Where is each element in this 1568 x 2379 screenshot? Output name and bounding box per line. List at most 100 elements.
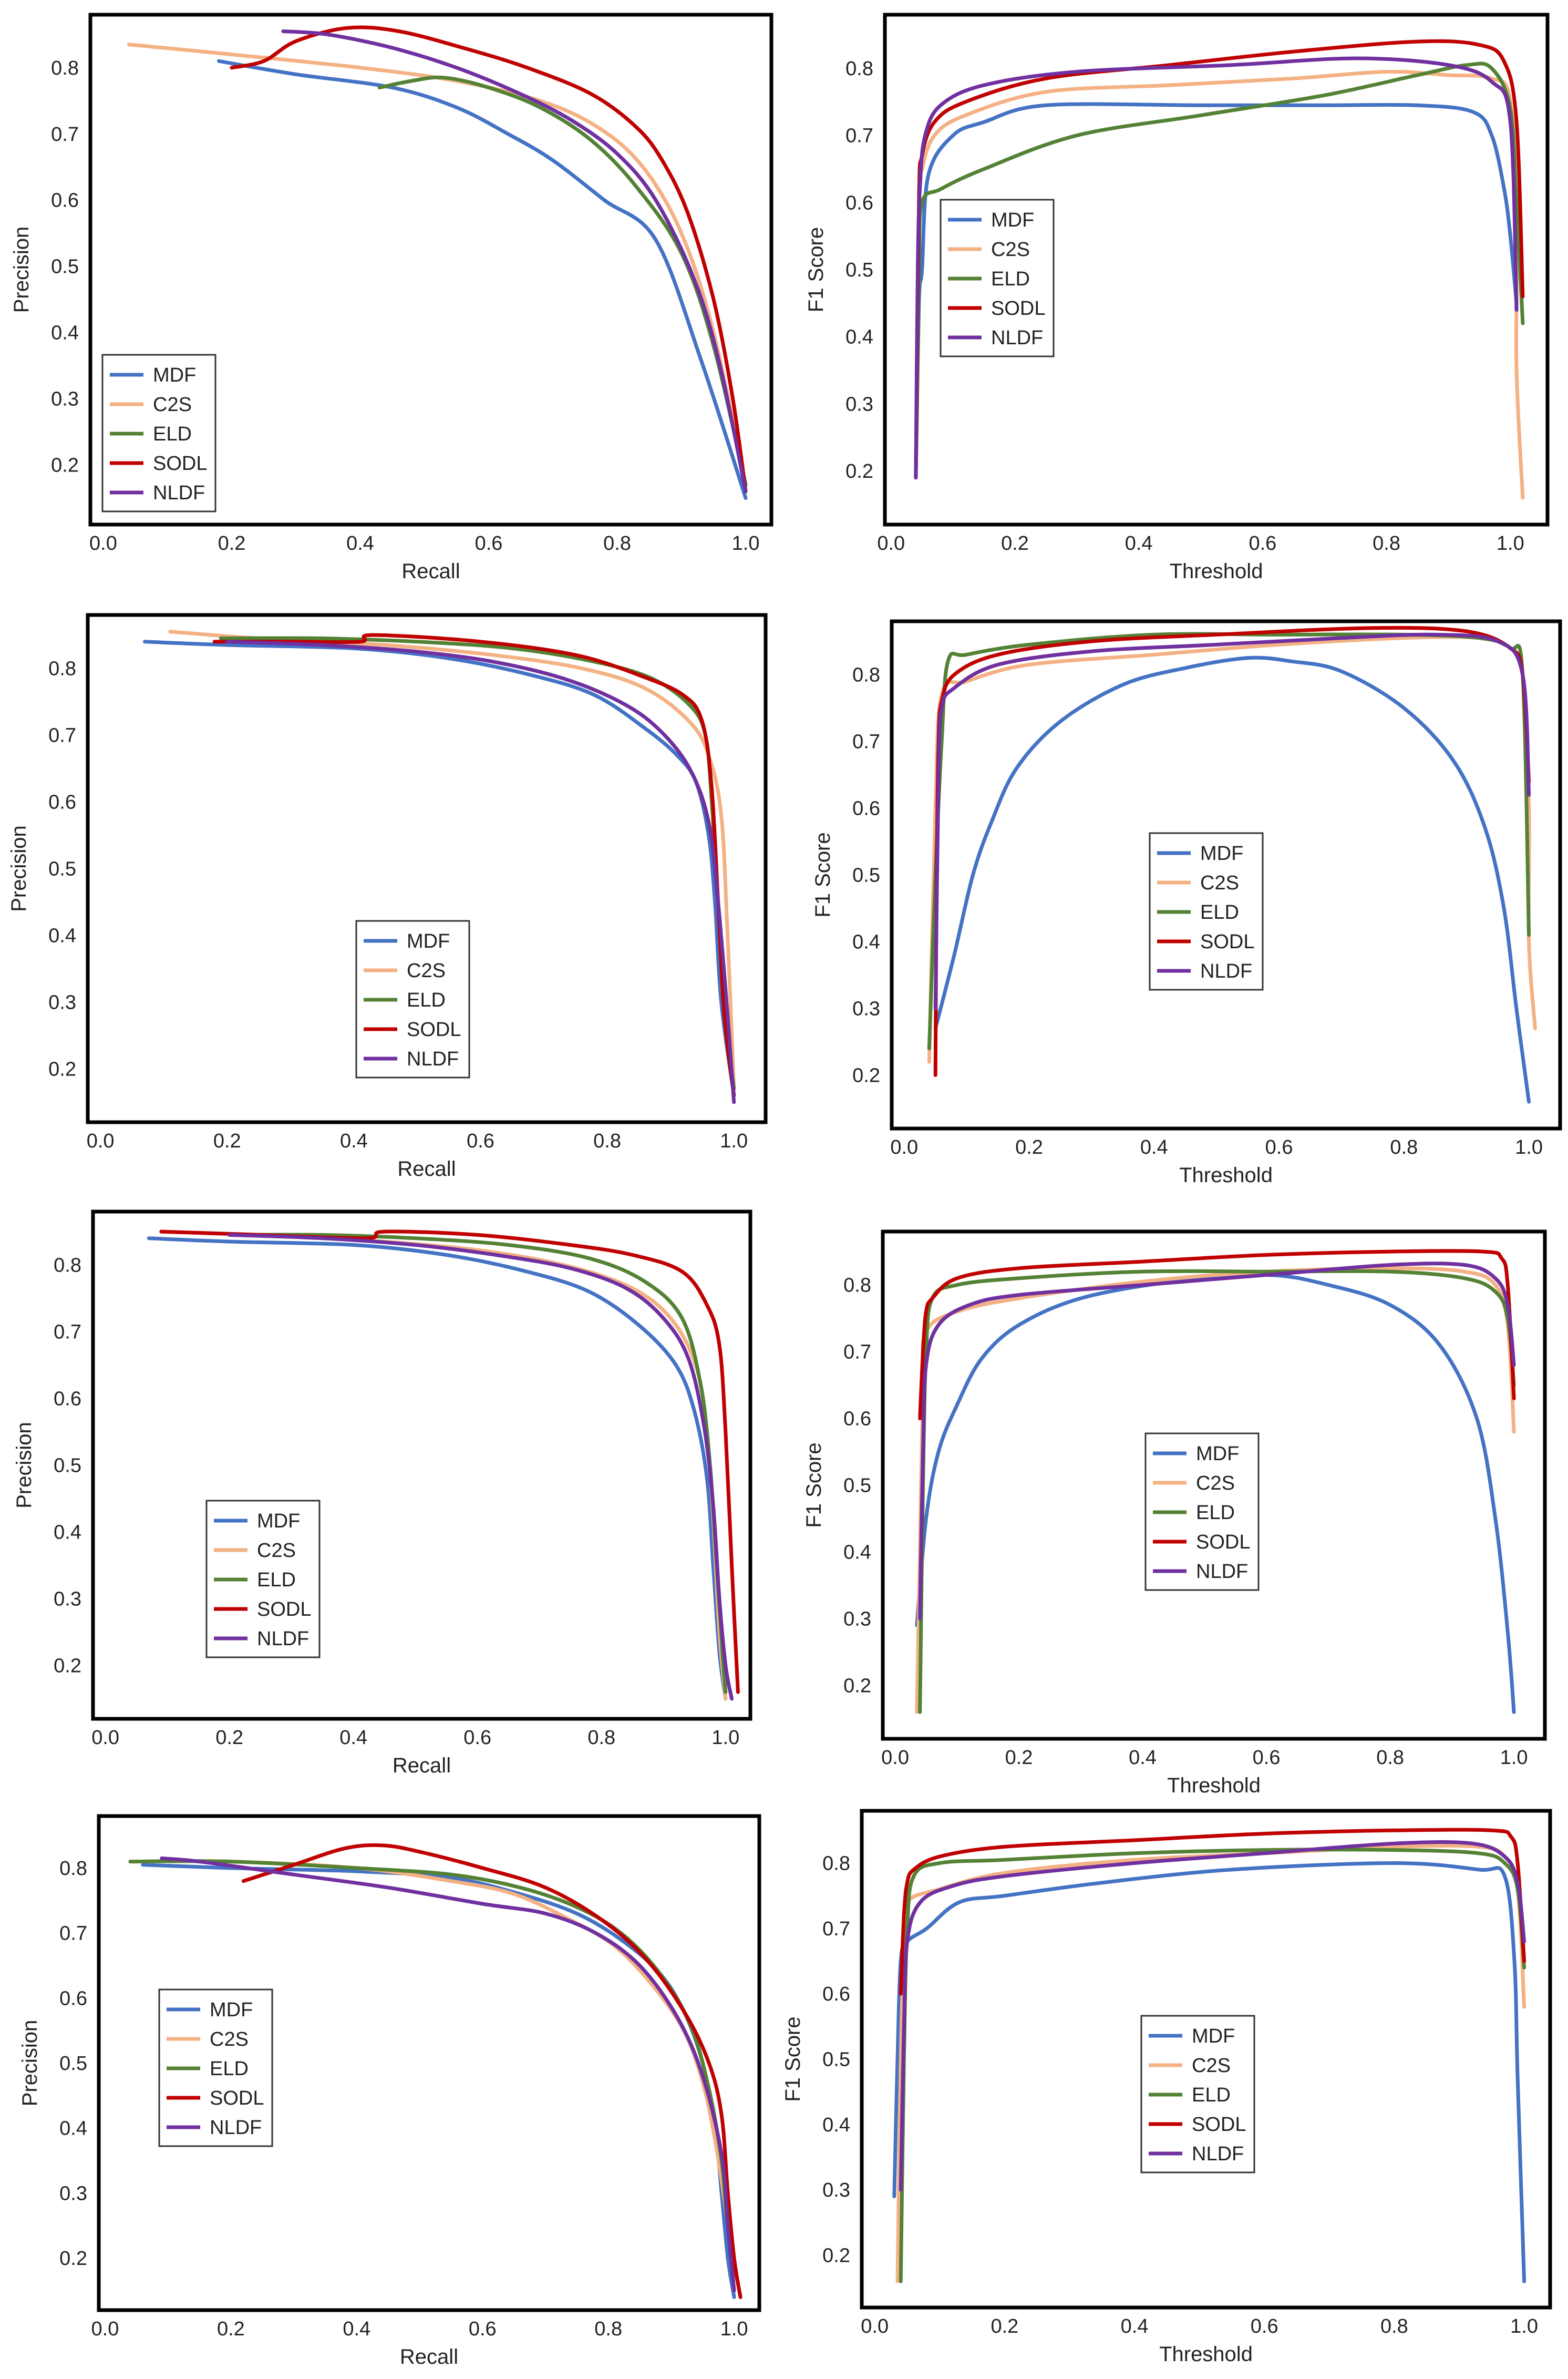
series-line-nldf: [160, 1856, 736, 2293]
y-tick-label: 0.8: [843, 1275, 871, 1297]
chart-panel-pr-2: 0.0 0.2 0.4 0.6 0.8 1.0 0.2 0.3 0.4 0.5 0.6 0.7 0.8 R…: [7, 613, 768, 1181]
x-tick-label: 0.8: [594, 2318, 622, 2340]
legend-label-eld: ELD: [407, 989, 446, 1011]
x-axis-label: Recall: [397, 1157, 456, 1181]
legend-label-c2s: C2S: [257, 1540, 296, 1562]
y-tick-label: 0.8: [48, 658, 76, 680]
y-tick-label: 0.3: [59, 2182, 87, 2204]
x-tick-label: 0.0: [89, 532, 117, 555]
y-tick-label: 0.8: [51, 57, 79, 79]
y-tick-label: 0.2: [51, 455, 79, 477]
chart-panel-f1-4: 0.0 0.2 0.4 0.6 0.8 1.0 0.2 0.3 0.4 0.5 0.6 0.7 0.8 T…: [781, 1809, 1552, 2366]
y-tick-label: 0.6: [51, 190, 79, 212]
y-tick-label: 0.4: [51, 322, 79, 344]
y-tick-label: 0.7: [48, 725, 76, 747]
y-tick-label: 0.7: [843, 1341, 871, 1363]
y-tick-label: 0.4: [843, 1541, 871, 1563]
legend-label-sodl: SODL: [991, 298, 1045, 320]
legend-label-sodl: SODL: [1192, 2114, 1246, 2136]
y-tick-label: 0.4: [54, 1521, 81, 1543]
y-tick-label: 0.7: [59, 1923, 87, 1945]
series-line-mdf: [147, 1236, 728, 1701]
x-tick-label: 0.2: [213, 1130, 241, 1152]
legend-label-c2s: C2S: [1200, 872, 1239, 894]
y-tick-label: 0.5: [54, 1455, 81, 1477]
legend: MDF C2S ELD SODL NLDF: [940, 199, 1055, 357]
chart-panel-pr-3: 0.0 0.2 0.4 0.6 0.8 1.0 0.2 0.3 0.4 0.5 0.6 0.7 0.8 R…: [13, 1209, 752, 1777]
chart-panel-f1-2: 0.0 0.2 0.4 0.6 0.8 1.0 0.2 0.3 0.4 0.5 0.6 0.7 0.8 T…: [811, 619, 1562, 1187]
y-tick-label: 0.3: [845, 393, 873, 415]
series-lines: [914, 39, 1525, 500]
y-tick-label: 0.2: [843, 1675, 871, 1697]
x-tick-label: 0.6: [1251, 2315, 1278, 2337]
x-tick-label: 1.0: [1497, 532, 1524, 555]
series-line-sodl: [230, 25, 748, 494]
y-tick-label: 0.5: [843, 1475, 871, 1497]
y-tick-label: 0.2: [59, 2248, 87, 2270]
y-tick-label: 0.7: [822, 1918, 850, 1940]
series-lines: [892, 1828, 1526, 2283]
series-line-c2s: [127, 43, 748, 487]
x-tick-label: 0.6: [1265, 1136, 1293, 1158]
legend-label-eld: ELD: [257, 1569, 296, 1591]
x-tick-label: 0.6: [463, 1727, 491, 1749]
x-axis-label: Threshold: [1170, 560, 1263, 583]
y-tick-label: 0.6: [822, 1983, 850, 2005]
y-tick-label: 0.2: [54, 1655, 81, 1677]
x-axis-label: Threshold: [1159, 2343, 1253, 2366]
y-tick-label: 0.2: [845, 460, 873, 483]
x-axis-label: Threshold: [1167, 1774, 1261, 1797]
chart-panel-f1-3: 0.0 0.2 0.4 0.6 0.8 1.0 0.2 0.3 0.4 0.5 0.6 0.7 0.8 T…: [802, 1229, 1547, 1797]
legend: MDF C2S ELD SODL NLDF: [205, 1500, 321, 1658]
legend-label-mdf: MDF: [1200, 843, 1243, 865]
x-tick-label: 0.0: [91, 1727, 119, 1749]
x-tick-label: 1.0: [1500, 1747, 1528, 1769]
y-tick-label: 0.7: [54, 1321, 81, 1344]
legend: MDF C2S ELD SODL NLDF: [101, 354, 216, 512]
y-axis-label: Precision: [13, 1422, 36, 1509]
x-tick-label: 0.4: [339, 1727, 367, 1749]
legend: MDF C2S ELD SODL NLDF: [1140, 2015, 1255, 2173]
y-tick-label: 0.5: [822, 2049, 850, 2071]
x-tick-label: 0.0: [87, 1130, 115, 1152]
x-tick-label: 0.6: [467, 1130, 494, 1152]
x-axis-label: Recall: [393, 1754, 451, 1777]
series-line-nldf: [933, 632, 1531, 1010]
x-tick-label: 1.0: [720, 1130, 748, 1152]
x-axis-label: Recall: [401, 560, 460, 583]
y-tick-label: 0.3: [51, 388, 79, 411]
legend-label-nldf: NLDF: [210, 2117, 262, 2139]
y-tick-label: 0.2: [48, 1058, 76, 1080]
x-tick-label: 0.2: [1005, 1747, 1033, 1769]
x-tick-label: 0.2: [991, 2315, 1018, 2337]
x-tick-label: 0.6: [475, 532, 503, 555]
y-tick-label: 0.4: [59, 2118, 87, 2140]
y-tick-label: 0.5: [852, 865, 880, 887]
legend-label-mdf: MDF: [257, 1510, 300, 1532]
y-tick-label: 0.8: [822, 1852, 850, 1874]
x-tick-label: 0.6: [1253, 1747, 1281, 1769]
y-tick-label: 0.6: [48, 792, 76, 814]
series-line-sodl: [159, 1229, 740, 1694]
legend-label-sodl: SODL: [1200, 931, 1254, 953]
legend-label-mdf: MDF: [1192, 2025, 1235, 2047]
series-line-mdf: [143, 640, 736, 1098]
series-lines: [927, 625, 1537, 1104]
y-tick-label: 0.3: [54, 1588, 81, 1610]
series-line-mdf: [914, 102, 1519, 480]
series-line-sodl: [918, 1249, 1516, 1420]
y-tick-label: 0.5: [59, 2053, 87, 2075]
y-tick-label: 0.6: [59, 1987, 87, 2009]
legend-label-nldf: NLDF: [1192, 2143, 1244, 2165]
legend-label-mdf: MDF: [991, 209, 1034, 231]
chart-panel-pr-1: 0.0 0.2 0.4 0.6 0.8 1.0 0.2 0.3 0.4 0.5 0.6 0.7 0.8 R…: [10, 13, 773, 583]
x-tick-label: 1.0: [1515, 1136, 1543, 1158]
y-tick-label: 0.4: [852, 931, 880, 953]
series-lines: [128, 1843, 742, 2299]
y-tick-label: 0.8: [59, 1858, 87, 1880]
x-tick-label: 0.4: [1121, 2315, 1149, 2337]
x-tick-label: 1.0: [711, 1727, 739, 1749]
x-tick-label: 1.0: [732, 532, 760, 555]
legend-label-sodl: SODL: [257, 1598, 311, 1621]
y-tick-label: 0.4: [48, 925, 76, 947]
